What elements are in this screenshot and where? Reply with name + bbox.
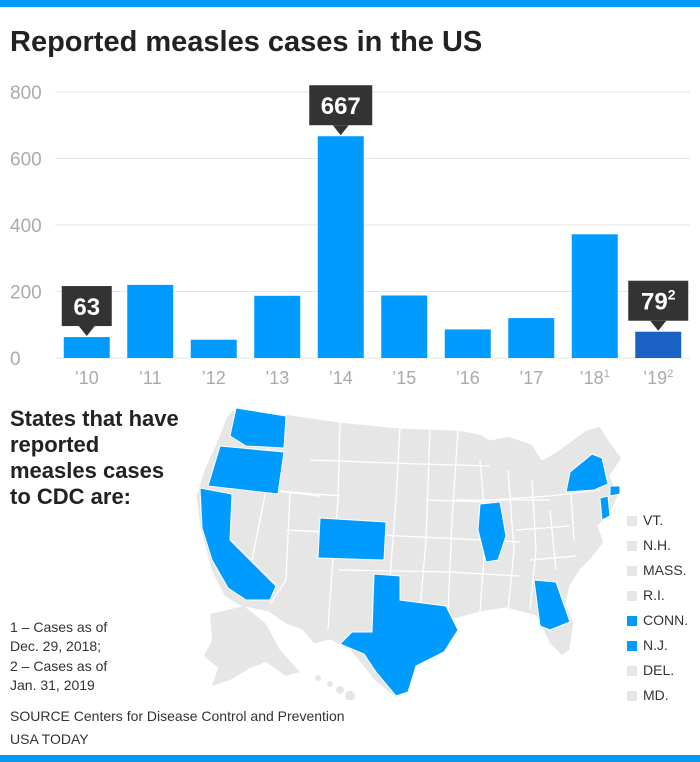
callout-label: 63 <box>73 294 100 321</box>
legend-swatch <box>627 666 637 676</box>
legend-swatch <box>627 591 637 601</box>
y-tick-label: 0 <box>10 349 21 370</box>
bar <box>127 284 174 358</box>
map-heading: States that have reported measles cases … <box>10 406 179 509</box>
x-tick-label: ’181 <box>580 368 610 388</box>
state-ca <box>199 487 277 601</box>
legend-swatch <box>627 691 637 701</box>
x-tick-label: ’15 <box>392 368 416 388</box>
state-il <box>477 501 507 563</box>
x-tick-label: ’11 <box>139 368 162 388</box>
top-rule <box>0 0 700 7</box>
callout-superscript: 2 <box>668 287 676 303</box>
legend-item-vt: VT. <box>627 512 663 528</box>
callout-pointer <box>78 326 95 337</box>
footnote-1-line-1: 1 – Cases as of <box>10 619 108 635</box>
bar <box>444 329 491 358</box>
state-co <box>317 517 387 561</box>
y-tick-label: 600 <box>10 150 42 171</box>
y-tick-label: 200 <box>10 283 42 304</box>
state-ny <box>565 453 609 493</box>
bar <box>63 337 110 358</box>
y-tick-label: 800 <box>10 83 42 104</box>
legend-label: CONN. <box>643 612 689 628</box>
us-map <box>195 407 623 700</box>
bar <box>254 295 301 358</box>
x-tick-superscript: 1 <box>604 368 610 380</box>
x-tick-label: ’16 <box>456 368 480 388</box>
legend-item-mass: MASS. <box>627 562 687 578</box>
y-tick-label: 400 <box>10 216 42 237</box>
callout-box <box>309 85 373 126</box>
legend-item-nh: N.H. <box>627 537 671 553</box>
footnote-1-line-2: Dec. 29, 2018; <box>10 638 102 654</box>
legend-swatch <box>627 566 637 576</box>
legend-item-nj: N.J. <box>627 637 668 653</box>
legend-item-ri: R.I. <box>627 587 665 603</box>
state-ct <box>609 485 621 497</box>
x-tick-label: ’192 <box>643 368 673 388</box>
bottom-rule <box>0 755 700 762</box>
bar <box>381 295 428 358</box>
x-tick-label: ’13 <box>265 368 289 388</box>
legend-label: DEL. <box>643 662 675 678</box>
legend-swatch <box>627 541 637 551</box>
legend-label: MD. <box>643 687 669 703</box>
callout-label: 667 <box>321 93 361 120</box>
legend-label: N.H. <box>643 537 671 553</box>
state-wa <box>229 407 287 449</box>
alaska <box>204 606 300 686</box>
source-line: SOURCE Centers for Disease Control and P… <box>10 708 345 724</box>
x-tick-label: ’14 <box>329 368 353 388</box>
bar <box>635 331 682 358</box>
bar <box>508 318 555 358</box>
footnote-2-line-1: 2 – Cases as of <box>10 658 108 674</box>
legend-label: VT. <box>643 512 664 528</box>
legend-swatch <box>627 516 637 526</box>
bar-chart: 0 200 400 600 800 ’10 ’11 ’12 ’13 ’14 ’15 ’16 ’17 ’18… <box>10 83 690 388</box>
hawaii <box>315 675 355 700</box>
bar <box>571 234 618 358</box>
x-tick-label: ’17 <box>519 368 543 388</box>
bar <box>317 136 364 358</box>
legend-label: MASS. <box>643 562 687 578</box>
reported-states <box>199 407 621 697</box>
legend-swatch <box>627 641 637 651</box>
chart-title: Reported measles cases in the US <box>10 26 483 58</box>
legend-label: R.I. <box>643 587 665 603</box>
state-nj <box>599 495 611 521</box>
legend-item-conn: CONN. <box>627 612 688 628</box>
state-tx <box>339 573 459 697</box>
legend-swatch <box>627 616 637 626</box>
us-landmass <box>195 409 623 699</box>
callout-pointer <box>332 125 349 136</box>
x-tick-superscript: 2 <box>667 368 673 380</box>
x-tick-label: ’10 <box>75 368 99 388</box>
callout-box <box>628 280 689 321</box>
legend-item-md: MD. <box>627 687 669 703</box>
state-ga <box>533 579 571 631</box>
bar <box>190 339 237 358</box>
credit-line: USA TODAY <box>10 731 89 747</box>
state-or <box>207 445 285 495</box>
legend-item-del: DEL. <box>627 662 674 678</box>
x-tick-label: ’12 <box>202 368 226 388</box>
footnote-2-line-2: Jan. 31, 2019 <box>10 677 95 693</box>
callout-pointer <box>650 320 667 331</box>
legend-label: N.J. <box>643 637 668 653</box>
callout-box <box>61 286 112 327</box>
